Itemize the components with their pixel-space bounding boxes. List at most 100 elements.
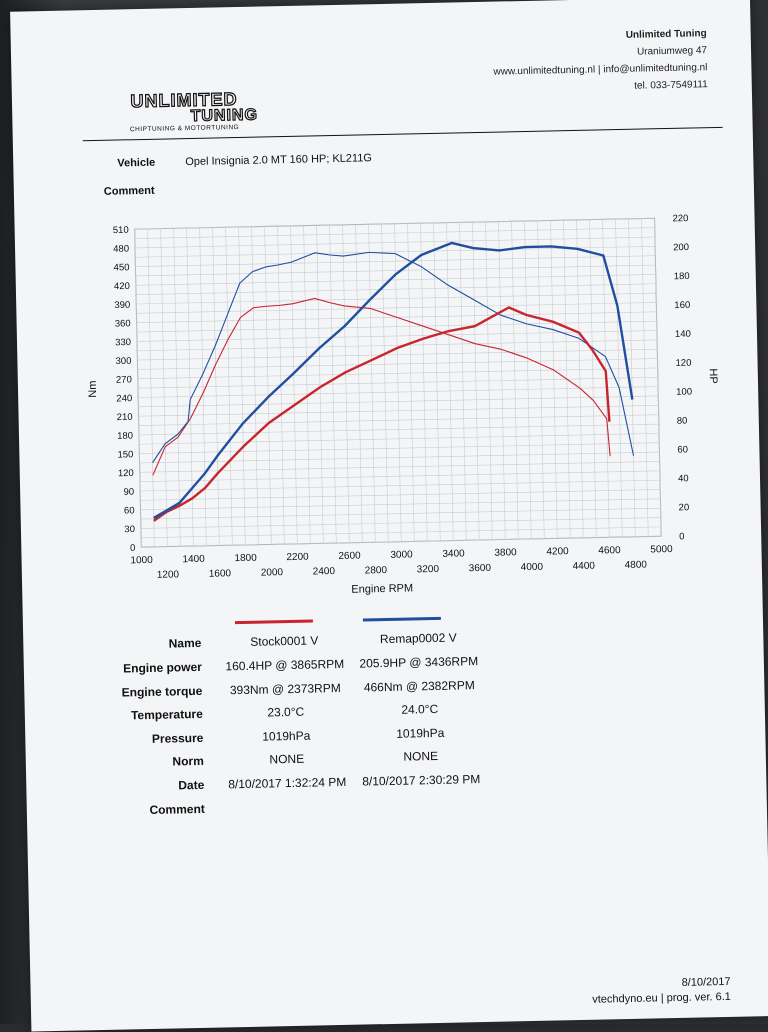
y-left-tick-label: 270 (116, 374, 132, 385)
grid-line-horizontal (136, 302, 657, 314)
table-cell-remap: 205.9HP @ 3436RPM (359, 654, 479, 671)
grid-line-horizontal (139, 461, 660, 473)
grid-line-horizontal (136, 320, 657, 333)
logo-line2: TUNING (190, 107, 258, 125)
y-right-tick-label: 100 (676, 387, 692, 398)
y-right-tick-label: 60 (677, 444, 688, 455)
y-left-tick-label: 0 (130, 543, 136, 554)
vehicle-label: Vehicle (117, 156, 156, 170)
y-right-tick-label: 180 (674, 271, 690, 282)
x-tick-label: 4200 (546, 546, 569, 557)
grid-line-horizontal (137, 376, 658, 389)
y-right-tick-label: 220 (672, 213, 688, 224)
table-name-label: Name (168, 635, 202, 651)
table-row-label: Norm (172, 753, 204, 769)
y-left-tick-label: 120 (118, 468, 134, 479)
grid-line-horizontal (139, 433, 660, 445)
grid-line-horizontal (135, 264, 656, 277)
y-left-tick-label: 240 (116, 393, 132, 404)
grid-line-horizontal (138, 395, 659, 408)
table-row-label: Pressure (151, 730, 204, 746)
x-tick-label: 1800 (234, 553, 257, 564)
y-right-tick-label: 80 (677, 416, 688, 427)
y-left-tick-label: 180 (117, 431, 133, 442)
y-left-axis-title: Nm (87, 380, 99, 397)
table-cell-stock: 1019hPa (262, 728, 311, 744)
y-right-tick-label: 160 (674, 300, 690, 311)
table-comment-label: Comment (149, 801, 205, 818)
grid-line-horizontal (140, 507, 661, 520)
x-tick-label: 2000 (261, 567, 284, 578)
x-tick-label: 3000 (390, 549, 413, 560)
grid-line-horizontal (139, 470, 660, 482)
y-left-tick-label: 300 (115, 356, 131, 367)
grid-line-horizontal (140, 517, 661, 529)
x-tick-label: 1200 (157, 569, 180, 580)
table-cell-stock: 8/10/2017 1:32:24 PM (228, 774, 347, 791)
grid-line-horizontal (135, 255, 656, 267)
y-left-tick-label: 330 (115, 337, 131, 348)
remap-power-line (153, 241, 634, 519)
x-tick-label: 4800 (625, 560, 648, 571)
company-logo: UNLIMITED TUNING CHIPTUNING & MOTORTUNIN… (130, 88, 259, 133)
x-tick-label: 2600 (338, 551, 361, 562)
grid-line-horizontal (136, 283, 656, 295)
x-tick-label: 4000 (521, 562, 544, 573)
table-row-label: Temperature (130, 706, 203, 723)
y-left-tick-label: 30 (124, 524, 135, 535)
y-right-tick-label: 120 (675, 358, 691, 369)
logo-line1: UNLIMITED (130, 89, 237, 111)
grid-line-horizontal (135, 236, 655, 249)
x-tick-label: 2400 (313, 566, 336, 577)
remap-torque-line (152, 251, 635, 463)
grid-line-horizontal (138, 386, 659, 398)
y-left-tick-label: 450 (113, 262, 129, 273)
comment-label: Comment (103, 184, 155, 198)
y-left-tick-label: 150 (117, 449, 133, 460)
grid-line-horizontal (140, 489, 661, 501)
table-name-stock: Stock0001 V (250, 633, 319, 649)
x-tick-label: 1400 (182, 554, 205, 565)
y-left-tick-label: 60 (124, 505, 135, 516)
grid-line-horizontal (141, 526, 662, 539)
y-right-tick-label: 40 (678, 473, 689, 484)
y-right-tick-label: 140 (675, 329, 691, 340)
logo-tagline: CHIPTUNING & MOTORTUNING (130, 124, 239, 133)
vehicle-value: Opel Insignia 2.0 MT 160 HP; KL211G (185, 152, 373, 169)
x-tick-label: 3400 (442, 548, 465, 559)
table-row-label: Engine power (123, 659, 202, 676)
grid-line-horizontal (137, 367, 658, 380)
legend-line-remap (362, 616, 441, 622)
dyno-chart: 1000 1400 1800 2200 2600 3000 3400 3800 4200 4600… (87, 213, 719, 596)
grid-line-horizontal (139, 451, 660, 464)
table-cell-remap: NONE (403, 748, 439, 764)
x-tick-label: 4600 (598, 545, 621, 556)
table-row-label: Engine torque (121, 683, 203, 700)
grid-line-horizontal (134, 227, 655, 239)
x-tick-label: 5000 (650, 544, 673, 555)
grid-line-horizontal (137, 348, 658, 361)
table-cell-remap: 1019hPa (396, 725, 445, 741)
x-tick-label: 2200 (286, 552, 309, 563)
table-cell-stock: 393Nm @ 2373RPM (229, 680, 341, 697)
grid-line-horizontal (137, 358, 658, 370)
grid-line-horizontal (138, 414, 659, 426)
x-tick-label: 4400 (573, 561, 596, 572)
table-cell-remap: 8/10/2017 2:30:29 PM (362, 771, 481, 789)
footer-program: vtechdyno.eu | prog. ver. 6.1 (592, 990, 731, 1006)
y-left-tick-label: 90 (123, 487, 134, 498)
table-cell-stock: 160.4HP @ 3865RPM (225, 656, 345, 674)
grid-line-horizontal (135, 274, 656, 286)
y-left-tick-label: 210 (117, 412, 133, 423)
x-tick-label: 1000 (130, 555, 153, 566)
grid-line-horizontal (138, 423, 659, 436)
grid-line-horizontal (137, 330, 657, 342)
grid-line-horizontal (140, 479, 661, 492)
x-tick-label: 3200 (417, 564, 440, 575)
table-cell-stock: 23.0°C (267, 704, 305, 720)
dyno-sheet: UNLIMITED TUNING CHIPTUNING & MOTORTUNIN… (10, 0, 768, 1032)
results-table: Name Stock0001 V Remap0002 V Engine powe… (23, 620, 767, 825)
legend-line-stock (234, 619, 313, 625)
grid-line-horizontal (134, 217, 655, 230)
y-right-tick-label: 200 (673, 242, 689, 253)
